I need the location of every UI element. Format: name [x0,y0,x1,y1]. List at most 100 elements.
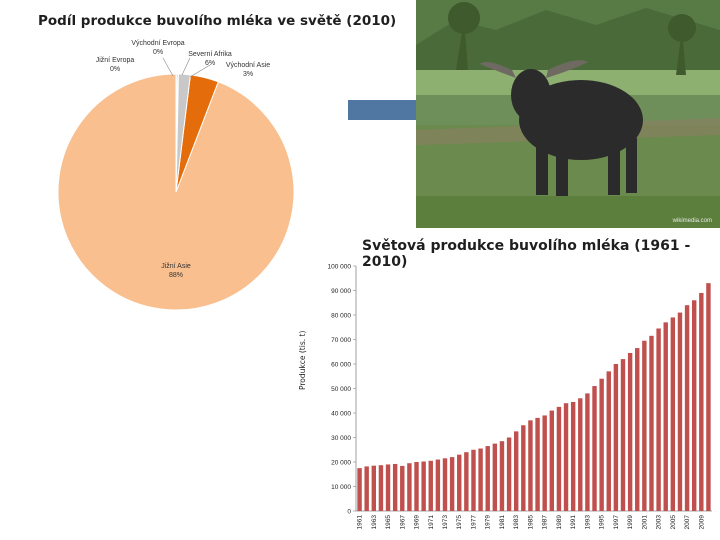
bar [464,452,469,511]
x-tick-label: 1967 [399,515,406,530]
buffalo-photo-illustration: wikimedia.com [416,0,720,228]
x-tick-label: 1963 [371,515,378,530]
x-tick-label: 1973 [442,515,449,530]
x-tick-label: 2007 [684,515,691,530]
bar-chart: 0 10 000 20 000 30 000 40 000 50 000 60 000 70 … [328,264,712,530]
x-tick-label: 1989 [556,515,563,530]
x-tick-label: 2005 [670,515,677,530]
pie-leader-line [162,57,174,77]
bar [449,457,455,511]
bar [585,393,590,511]
bar [378,465,384,511]
bar [421,461,426,511]
pie-label: Jižní Asie 88% [161,263,191,279]
bar [492,443,498,511]
pie-label: Východní Asie 3% [226,62,270,78]
bar [599,378,604,511]
bar [592,386,597,511]
x-tick-label: 1985 [527,515,534,530]
y-tick-label: 30 000 [331,435,351,442]
x-tick-label: 1995 [599,515,606,530]
bar [513,431,519,511]
bar [442,458,448,511]
bar [357,468,362,511]
y-tick-label: 60 000 [331,362,351,369]
bar [499,441,505,511]
bar [556,406,562,511]
x-tick-label: 1999 [627,515,634,530]
bar [563,403,569,511]
bar [428,460,433,511]
bar [670,317,676,511]
bar [371,465,377,511]
bar [528,420,533,511]
y-tick-label: 40 000 [331,411,351,418]
x-tick-label: 1979 [485,515,492,530]
x-tick-label: 1971 [428,515,435,530]
y-tick-label: 100 000 [328,264,352,271]
bar [435,459,441,511]
pie-leader-line [189,64,211,78]
pie-label: Severní Afrika 6% [188,51,232,67]
x-tick-label: 2009 [698,515,705,530]
bar [663,322,668,511]
bar-chart-y-axis-label: Produkce (tis. t) [298,330,307,390]
x-tick-label: 2003 [656,515,663,530]
bar [506,437,512,511]
bar [699,292,704,511]
bar [392,463,398,511]
bar [606,371,611,511]
bar [364,466,369,511]
photo-credit: wikimedia.com [672,218,712,224]
y-tick-label: 80 000 [331,313,351,320]
x-tick-label: 1993 [584,515,591,530]
bar [613,364,619,511]
bar [570,401,576,511]
bar [656,328,661,511]
bar [627,352,633,511]
bar [620,359,626,511]
pie-leader-line [181,57,191,76]
x-tick-label: 1983 [513,515,520,530]
y-tick-label: 50 000 [331,386,351,393]
y-tick-label: 90 000 [331,288,351,295]
bar [578,398,583,511]
bar [485,446,490,511]
bar [706,283,711,511]
bar [414,462,419,511]
accent-bar [348,100,418,120]
bar-chart-title: Světová produkce buvolího mléka (1961 - … [362,238,691,270]
bar [471,449,476,511]
x-tick-label: 1987 [542,515,549,530]
bar [649,335,654,511]
x-tick-label: 2001 [641,515,648,530]
bar [457,454,462,511]
bar [677,312,683,511]
x-tick-label: 1997 [613,515,620,530]
pie-slice [175,73,191,193]
pie-label: Jižní Evropa 0% [96,57,135,73]
x-tick-label: 1969 [414,515,421,530]
y-tick-label: 10 000 [331,484,351,491]
x-tick-label: 1965 [385,515,392,530]
bar [535,417,540,511]
x-tick-label: 1981 [499,515,506,530]
bar [407,463,412,511]
pie-chart: Jižní Asie 88% Jižní Evropa 0%Východní Evro… [57,40,295,311]
bar [635,348,640,511]
x-tick-label: 1991 [570,515,577,530]
bar [691,300,697,511]
y-tick-label: 0 [347,509,351,516]
pie-chart-title: Podíl produkce buvolího mléka ve světě (… [38,13,397,29]
bar [684,305,690,511]
bar [549,410,555,511]
x-tick-label: 1975 [456,515,463,530]
bar [521,425,526,511]
x-tick-label: 1961 [357,515,364,530]
bar [400,465,405,511]
y-tick-label: 70 000 [331,337,351,344]
buffalo-photo: wikimedia.com [416,0,720,228]
bar [478,448,483,511]
x-tick-label: 1977 [470,515,477,530]
